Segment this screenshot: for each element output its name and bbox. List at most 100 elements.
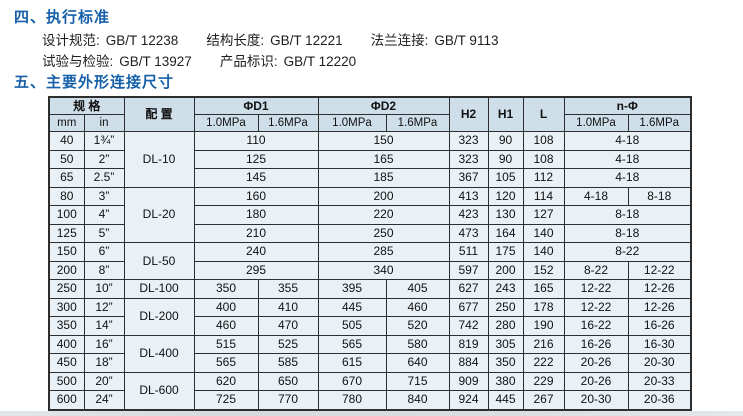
standard-design-spec: 设计规范: GB/T 12238 <box>42 29 178 49</box>
table-cell: 140 <box>522 223 565 243</box>
table-cell: 470 <box>257 316 319 336</box>
table-cell: 12-22 <box>627 260 692 280</box>
table-cell: 16-30 <box>627 334 692 354</box>
table-cell: 650 <box>257 371 319 391</box>
table-cell: 565 <box>317 334 387 354</box>
header-cell: 1.0MPa <box>317 114 387 132</box>
header-cell: L <box>522 96 565 132</box>
table-cell: 473 <box>448 223 489 243</box>
table-cell: 222 <box>522 353 565 373</box>
header-cell: n-Φ <box>563 96 692 115</box>
table-cell: 280 <box>487 316 524 336</box>
table-cell: 295 <box>193 260 319 280</box>
table-cell: 20-26 <box>563 371 629 391</box>
table-cell: 445 <box>317 297 387 317</box>
table-cell: 585 <box>257 353 319 373</box>
table-cell: 250 <box>317 223 450 243</box>
table-cell: 677 <box>448 297 489 317</box>
table-cell: 565 <box>193 353 259 373</box>
standards-line-2: 试验与检验: GB/T 13927 产品标识: GB/T 12220 <box>42 50 356 70</box>
table-cell: 200 <box>317 186 450 206</box>
page-edge-shadow <box>0 411 743 416</box>
table-cell: 323 <box>448 149 489 169</box>
table-cell: 210 <box>193 223 319 243</box>
table-cell: 840 <box>385 390 450 410</box>
table-cell: 323 <box>448 131 489 151</box>
header-cell: 配 置 <box>123 96 195 132</box>
table-cell: 20” <box>83 371 125 391</box>
table-cell: 12-26 <box>627 279 692 299</box>
table-row: 65 2.5” 145 185 367 105 112 4-18 <box>48 168 692 188</box>
table-cell: 4-18 <box>563 149 692 169</box>
table-body: 40 1¾” DL-10 110 150 323 90 108 4-18 50 2” 125 165 32… <box>48 131 692 410</box>
table-cell: 505 <box>317 316 387 336</box>
table-cell: 4-18 <box>563 168 692 188</box>
standard-label: 试验与检验: <box>42 54 114 69</box>
table-row: 150 6” DL-50 240 285 511 175 140 8-22 <box>48 242 692 280</box>
table-cell: 14” <box>83 316 125 336</box>
table-cell: 819 <box>448 334 489 354</box>
table-cell: 305 <box>487 334 524 354</box>
standard-test-inspection: 试验与检验: GB/T 13927 <box>42 50 192 70</box>
table-cell: 150 <box>317 131 450 151</box>
table-cell: 240 <box>193 242 319 262</box>
header-cell: 1.6MPa <box>385 114 450 132</box>
header-cell: mm <box>48 114 85 132</box>
table-cell: 445 <box>487 390 524 410</box>
table-cell: 200 <box>487 260 524 280</box>
table-cell: 190 <box>522 316 565 336</box>
table-cell: 90 <box>487 149 524 169</box>
table-cell: 216 <box>522 334 565 354</box>
table-cell: 4” <box>83 205 125 225</box>
table-cell: 12-22 <box>563 279 629 299</box>
table-cell: 90 <box>487 131 524 151</box>
standard-label: 产品标识: <box>219 54 278 69</box>
table-cell: 511 <box>448 242 489 262</box>
header-cell: in <box>83 114 125 132</box>
table-cell: 80 <box>48 186 85 206</box>
table-cell: 4-18 <box>563 131 692 151</box>
header-cell: 1.0MPa <box>563 114 629 132</box>
table-cell: 400 <box>48 334 85 354</box>
table-cell: 640 <box>385 353 450 373</box>
table-cell: 12-22 <box>563 297 629 317</box>
table-cell: 24” <box>83 390 125 410</box>
table-cell: DL-600 <box>123 371 195 410</box>
table-cell: 20-36 <box>627 390 692 410</box>
table-row: 200 8” 295 340 597 200 152 8-22 12-22 <box>48 260 692 280</box>
table-row: 40 1¾” DL-10 110 150 323 90 108 4-18 <box>48 131 692 188</box>
table-cell: 114 <box>522 186 565 206</box>
table-cell: 5” <box>83 223 125 243</box>
standards-line-1: 设计规范: GB/T 12238 结构长度: GB/T 12221 法兰连接: GB/… <box>42 29 498 49</box>
table-cell: 367 <box>448 168 489 188</box>
table-cell: 350 <box>193 279 259 299</box>
table-cell: 250 <box>487 297 524 317</box>
table-cell: 6” <box>83 242 125 262</box>
standard-value: GB/T 12220 <box>283 54 357 69</box>
table-cell: 40 <box>48 131 85 151</box>
standard-label: 法兰连接: <box>370 33 429 48</box>
table-cell: 108 <box>522 131 565 151</box>
standard-flange-connection: 法兰连接: GB/T 9113 <box>371 29 499 49</box>
table-cell: 8-22 <box>563 242 692 262</box>
table-row: 400 16” DL-400 515 525 565 580 819 305 216 16-26 16… <box>48 334 692 373</box>
table-cell: 285 <box>317 242 450 262</box>
table-cell: 10” <box>83 279 125 299</box>
table-cell: 423 <box>448 205 489 225</box>
table-cell: 460 <box>193 316 259 336</box>
table-cell: 200 <box>48 260 85 280</box>
table-cell: 180 <box>193 205 319 225</box>
header-cell: 1.0MPa <box>193 114 259 132</box>
table-cell: 8-18 <box>563 205 692 225</box>
table-cell: 127 <box>522 205 565 225</box>
table-cell: 220 <box>317 205 450 225</box>
header-cell: 1.6MPa <box>627 114 692 132</box>
standard-value: GB/T 9113 <box>434 33 499 48</box>
standard-value: GB/T 12221 <box>270 33 343 48</box>
table-cell: 597 <box>448 260 489 280</box>
table-cell: 520 <box>385 316 450 336</box>
table-cell: DL-400 <box>123 334 195 373</box>
table-cell: 884 <box>448 353 489 373</box>
